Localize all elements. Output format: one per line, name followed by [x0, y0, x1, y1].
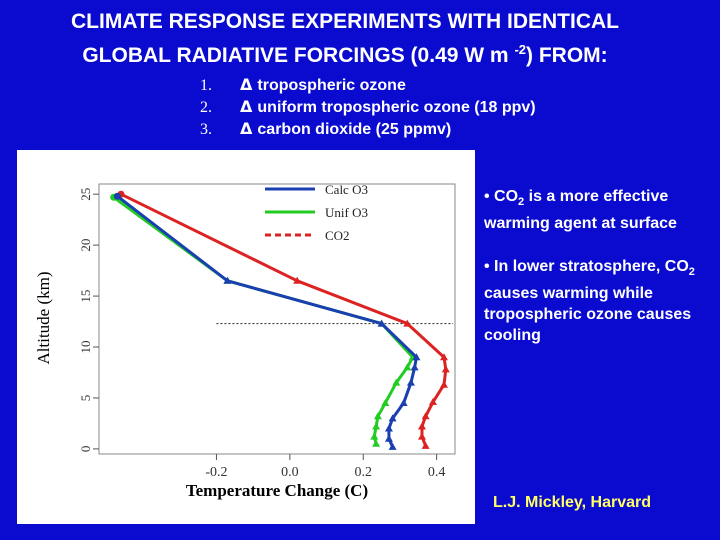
x-tick-label: 0.4 — [428, 465, 446, 480]
bullet-notes: • CO2 is a more effective warming agent … — [484, 186, 712, 368]
data-point — [441, 365, 450, 373]
chart-panel: 0 5 10 15 20 25 -0.2 0.0 0.2 0.4 Calc O3 Unif O3 C… — [17, 150, 475, 524]
data-point — [399, 399, 408, 407]
data-point — [370, 432, 379, 440]
y-tick-label: 10 — [78, 341, 93, 354]
y-tick-label: 5 — [78, 395, 93, 402]
bullet-text: • CO — [484, 188, 519, 205]
data-point — [392, 378, 401, 386]
y-tick-label: 0 — [78, 446, 93, 453]
title-line-2-suffix: ) FROM: — [526, 44, 608, 67]
x-tick-label: -0.2 — [205, 465, 227, 480]
bullet-subscript: 2 — [688, 266, 695, 279]
data-point — [412, 353, 421, 361]
data-point — [388, 442, 397, 450]
data-point — [384, 434, 393, 442]
data-point — [417, 432, 426, 440]
bullet-note: • In lower stratosphere, CO2 causes warm… — [484, 256, 712, 346]
data-point — [113, 192, 121, 200]
data-point — [421, 412, 430, 420]
data-point — [439, 380, 448, 388]
legend-label: Unif O3 — [325, 205, 368, 220]
data-point — [372, 422, 381, 430]
y-tick-label: 20 — [78, 239, 93, 252]
author-credit: L.J. Mickley, Harvard — [493, 494, 651, 511]
title-line-2: GLOBAL RADIATIVE FORCINGS (0.49 W m -2) … — [0, 36, 690, 70]
slide-title: CLIMATE RESPONSE EXPERIMENTS WITH IDENTI… — [0, 8, 690, 70]
title-line-1: CLIMATE RESPONSE EXPERIMENTS WITH IDENTI… — [71, 10, 619, 33]
delta-symbol: Δ — [240, 75, 253, 94]
experiment-number: 2. — [200, 99, 212, 116]
series-line-co2 — [120, 192, 448, 447]
experiment-number: 1. — [200, 77, 212, 94]
x-tick-label: 0.0 — [281, 465, 299, 480]
title-line-2-prefix: GLOBAL RADIATIVE FORCINGS (0.49 W m — [82, 44, 509, 67]
x-axis-label: Temperature Change (C) — [186, 481, 368, 500]
y-tick-label: 25 — [78, 188, 93, 201]
y-tick-label: 15 — [78, 290, 93, 303]
bullet-text: is a more effective warming agent at sur… — [484, 188, 677, 233]
data-point — [439, 353, 448, 361]
experiment-text: carbon dioxide (25 ppmv) — [257, 121, 452, 138]
experiment-text: tropospheric ozone — [257, 77, 406, 94]
bullet-text: causes warming while tropospheric ozone … — [484, 285, 692, 345]
data-point — [410, 363, 419, 371]
data-point — [421, 441, 430, 449]
data-point — [384, 424, 393, 432]
legend-label: Calc O3 — [325, 182, 368, 197]
data-point — [381, 399, 390, 407]
data-point — [293, 276, 302, 284]
data-point — [372, 439, 381, 447]
data-point — [223, 276, 232, 284]
bullet-subscript: 2 — [518, 196, 525, 209]
y-axis-label: Altitude (km) — [34, 271, 53, 364]
plot-frame — [98, 183, 456, 455]
data-point — [377, 319, 386, 327]
x-tick-label: 0.2 — [354, 465, 372, 480]
experiment-text: uniform tropospheric ozone (18 ppv) — [257, 99, 536, 116]
delta-symbol: Δ — [240, 97, 253, 116]
experiment-number: 3. — [200, 121, 212, 138]
title-line-2-superscript: -2 — [514, 42, 526, 57]
data-point — [373, 412, 382, 420]
data-point — [403, 319, 412, 327]
data-point — [417, 422, 426, 430]
chart-legend: Calc O3 Unif O3 CO2 — [265, 182, 368, 243]
data-point — [403, 363, 412, 371]
legend-label: CO2 — [325, 228, 350, 243]
bullet-text: • In lower stratosphere, CO — [484, 258, 689, 276]
data-point — [406, 378, 415, 386]
bullet-note: • CO2 is a more effective warming agent … — [484, 186, 712, 234]
delta-symbol: Δ — [240, 119, 253, 138]
data-point — [428, 398, 437, 406]
data-point — [388, 414, 397, 422]
